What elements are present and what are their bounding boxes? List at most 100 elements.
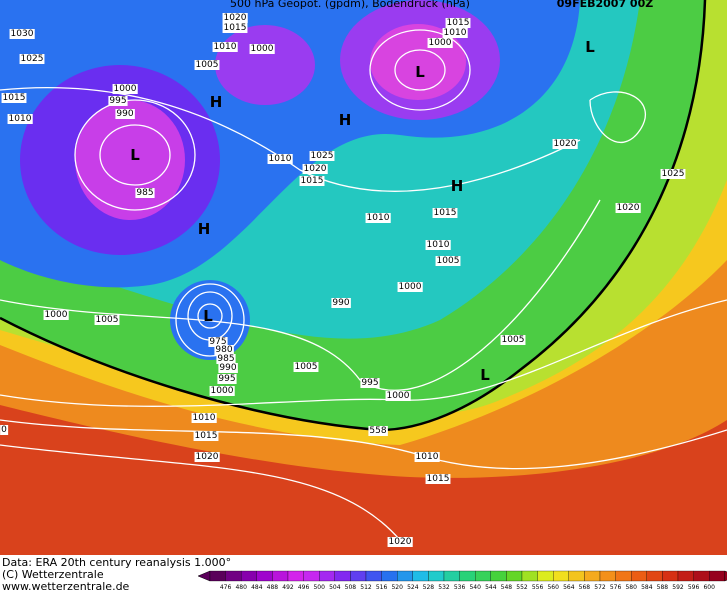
isobar-label-bg (108, 96, 128, 106)
isobar-label-bg (397, 282, 423, 292)
colorbar-box (319, 570, 335, 582)
isobar-label: 1010 (416, 452, 439, 462)
isobar-label: 1000 (251, 44, 274, 54)
isobar-label: 1010 (214, 42, 237, 52)
isobar-label: 995 (361, 378, 378, 388)
isobar-label: 1020 (554, 139, 577, 149)
isobar-label-bg (0, 425, 9, 435)
isobar-label-bg (191, 413, 217, 423)
isobar-label-bg (112, 84, 138, 94)
colorbar-box (412, 570, 429, 582)
colorbar-label: 560 (547, 584, 559, 591)
isobar-label-bg (214, 345, 234, 355)
isobar-label-bg (414, 452, 440, 462)
isobar-label: 1005 (96, 315, 119, 325)
pressure-center: L (203, 307, 213, 325)
pressure-center: L (415, 63, 425, 81)
colorbar-box (303, 570, 320, 582)
colorbar-box (521, 570, 538, 582)
isobar-label-bg (193, 431, 219, 441)
colorbar-box (272, 570, 289, 582)
colorbar-label: 552 (516, 584, 528, 591)
isobar-label: 1005 (196, 60, 219, 70)
colorbar-label: 548 (501, 584, 513, 591)
footer-line: Data: ERA 20th century reanalysis 1.000° (2, 556, 231, 569)
isobar-label-bg (115, 109, 135, 119)
colorbar-box (693, 570, 710, 582)
colorbar-box (334, 570, 351, 582)
colorbar-box (287, 570, 304, 582)
pressure-center: L (585, 38, 595, 56)
isobar-label-bg (267, 154, 293, 164)
isobar-label-bg (19, 54, 45, 64)
pressure-center: L (130, 146, 140, 164)
isobar-label-bg (1, 93, 27, 103)
isobar-label: 1010 (367, 213, 390, 223)
colorbar-label: 528 (423, 584, 435, 591)
isobar-label: 1000 (45, 310, 68, 320)
colorbar-label: 576 (610, 584, 622, 591)
isobar-label: 1030 (11, 29, 34, 39)
pressure-center: H (198, 220, 211, 238)
colorbar-box (553, 570, 569, 582)
isobar-label: 1015 (427, 474, 450, 484)
isobar-label-bg (432, 208, 458, 218)
colorbar-label: 544 (485, 584, 497, 591)
colorbar-box (428, 570, 445, 582)
isobar-label-bg (302, 164, 328, 174)
isobar-label-bg (222, 13, 248, 23)
isobar-label-bg (442, 28, 468, 38)
colorbar-label: 492 (282, 584, 294, 591)
isobar-label: 1020 (224, 13, 247, 23)
isobar-label: 1000 (387, 391, 410, 401)
isobar-label-bg (387, 537, 413, 547)
isobar-label: 1010 (269, 154, 292, 164)
isobar-label-bg (331, 298, 351, 308)
isobar-label: 1020 (196, 452, 219, 462)
isobar-label: 558 (369, 426, 386, 436)
colorbar-box (662, 570, 679, 582)
isobar-label-bg (222, 23, 248, 33)
isobar-label: 1010 (9, 114, 32, 124)
colorbar-label: 568 (579, 584, 591, 591)
colorbar-label: 572 (594, 584, 606, 591)
isobar-label: 1005 (437, 256, 460, 266)
isobar-label: 1000 (399, 282, 422, 292)
pressure-center: L (480, 366, 490, 384)
isobar-label: 1015 (447, 18, 470, 28)
isobar-label: 1010 (444, 28, 467, 38)
colorbar-label: 592 (672, 584, 684, 591)
colorbar-box (646, 570, 663, 582)
isobar-label-bg (368, 426, 388, 436)
pressure-center: H (451, 177, 464, 195)
isobar-label-bg (299, 176, 325, 186)
isobar-label: 1025 (311, 151, 334, 161)
isobar-label: 1015 (434, 208, 457, 218)
isobar-label: 985 (136, 188, 153, 198)
isobar-label: 995 (218, 374, 235, 384)
isobar-label-bg (94, 315, 120, 325)
colorbar-box (256, 570, 273, 582)
isobar-label: 1015 (301, 176, 324, 186)
colorbar-label: 508 (345, 584, 357, 591)
isobar-label-bg (293, 362, 319, 372)
colorbar-box (506, 570, 523, 582)
colorbar-label: 600 (703, 584, 715, 591)
isobar-label: 990 (332, 298, 349, 308)
colorbar-label: 540 (469, 584, 481, 591)
isobar-label: 1025 (21, 54, 44, 64)
colorbar-box (209, 570, 226, 582)
colorbar-box (381, 570, 398, 582)
isobar-label: 1010 (427, 240, 450, 250)
colorbar-label: 532 (438, 584, 450, 591)
colorbar-arrow (724, 570, 727, 582)
isobar-label-bg (427, 38, 453, 48)
colorbar-box (443, 570, 460, 582)
isobar-label: 975 (209, 337, 226, 347)
map-background (0, 0, 727, 555)
colorbar-box (599, 570, 616, 582)
colorbar-label: 584 (641, 584, 653, 591)
isobar-label: 0 (1, 425, 7, 435)
colorbar-box (537, 570, 554, 582)
isobar-label: 985 (217, 354, 234, 364)
